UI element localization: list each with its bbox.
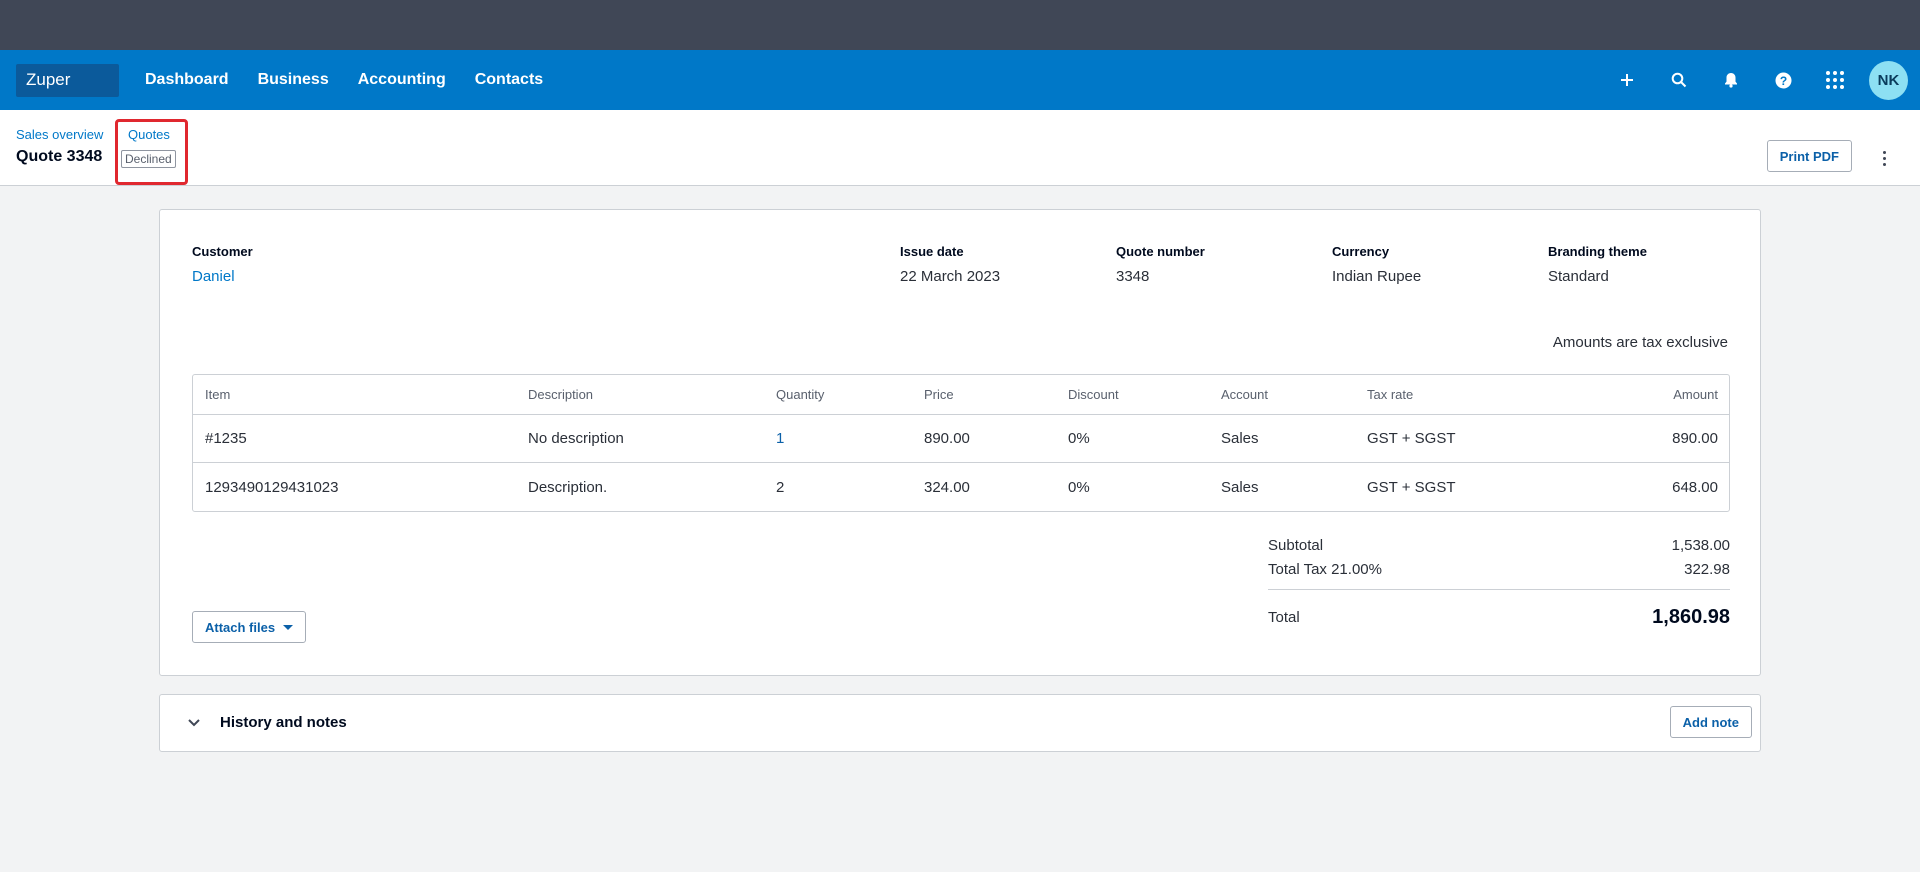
total-label: Total	[1268, 609, 1300, 626]
bell-icon[interactable]	[1705, 50, 1757, 110]
totals-section: Subtotal 1,538.00 Total Tax 21.00% 322.9…	[1268, 533, 1730, 629]
header-account: Account	[1221, 387, 1268, 402]
more-options-icon[interactable]	[1876, 146, 1892, 170]
subtotal-value: 1,538.00	[1671, 536, 1730, 554]
nav-menu: Dashboard Business Accounting Contacts	[145, 71, 572, 89]
total-row: Total 1,860.98	[1268, 606, 1730, 629]
table-header: Item Description Quantity Price Discount…	[193, 375, 1729, 415]
chevron-down-icon[interactable]	[184, 713, 204, 733]
breadcrumb-quotes[interactable]: Quotes	[128, 127, 170, 142]
history-title[interactable]: History and notes	[220, 714, 347, 731]
cell-account: Sales	[1221, 430, 1259, 447]
breadcrumb-sales-overview[interactable]: Sales overview	[16, 127, 104, 142]
header-price: Price	[924, 387, 954, 402]
quote-number-label: Quote number	[1116, 244, 1205, 259]
header-quantity: Quantity	[776, 387, 825, 402]
header-tax-rate: Tax rate	[1367, 387, 1414, 402]
page-title: Quote 3348	[16, 148, 103, 165]
quote-number-value: 3348	[1116, 268, 1150, 285]
org-switcher[interactable]: Zuper	[16, 63, 119, 97]
search-icon[interactable]	[1653, 50, 1705, 110]
print-pdf-button[interactable]: Print PDF	[1766, 140, 1852, 172]
cell-discount: 0%	[1068, 430, 1090, 447]
issue-date-label: Issue date	[900, 244, 964, 259]
cell-description: Description.	[528, 478, 608, 496]
caret-down-icon	[283, 624, 294, 630]
plus-icon[interactable]	[1601, 50, 1653, 110]
page-header: Sales overview Quotes Quote 3348 Decline…	[0, 110, 1920, 186]
cell-quantity: 1	[776, 430, 785, 447]
issue-date-value: 22 March 2023	[900, 268, 1001, 285]
header-item: Item	[205, 387, 231, 402]
cell-amount: 648.00	[1672, 478, 1718, 496]
currency-field: Currency Indian Rupee	[1332, 244, 1421, 285]
currency-label: Currency	[1332, 244, 1390, 259]
cell-item: 1293490129431023	[205, 478, 339, 496]
cell-amount: 890.00	[1672, 430, 1718, 447]
add-note-button[interactable]: Add note	[1669, 706, 1752, 738]
customer-field: Customer Daniel	[192, 244, 253, 285]
table-row: 1293490129431023 Description. 2 324.00 0…	[193, 463, 1729, 511]
subtotal-label: Subtotal	[1268, 536, 1324, 554]
cell-description: No description	[528, 430, 624, 447]
highlight-annotation	[115, 119, 188, 185]
cell-discount: 0%	[1068, 478, 1090, 496]
header-description: Description	[528, 387, 594, 402]
nav-accounting[interactable]: Accounting	[357, 71, 446, 88]
nav-dashboard[interactable]: Dashboard	[145, 71, 229, 88]
cell-account: Sales	[1221, 478, 1259, 496]
totals-divider	[1268, 589, 1730, 590]
main-nav: Zuper Dashboard Business Accounting Cont…	[0, 50, 1920, 110]
total-value: 1,860.98	[1652, 606, 1730, 628]
line-items-table: Item Description Quantity Price Discount…	[192, 374, 1730, 512]
nav-contacts[interactable]: Contacts	[474, 71, 544, 88]
attach-files-button[interactable]: Attach files	[192, 611, 307, 643]
quote-card: Customer Daniel Issue date 22 March 2023…	[159, 209, 1761, 676]
issue-date-field: Issue date 22 March 2023	[900, 244, 1000, 285]
nav-actions: ? NK	[1601, 50, 1908, 110]
svg-text:?: ?	[1779, 74, 1786, 88]
browser-top-bar	[0, 0, 1920, 50]
branding-field: Branding theme Standard	[1548, 244, 1647, 285]
avatar[interactable]: NK	[1869, 60, 1908, 100]
subtotal-row: Subtotal 1,538.00	[1268, 533, 1730, 557]
cell-price: 890.00	[924, 430, 970, 447]
branding-label: Branding theme	[1548, 244, 1647, 259]
cell-price: 324.00	[924, 478, 970, 496]
tax-note: Amounts are tax exclusive	[1552, 334, 1728, 351]
branding-value: Standard	[1548, 268, 1609, 285]
cell-tax-rate: GST + SGST	[1367, 430, 1456, 447]
attach-files-label: Attach files	[205, 619, 276, 635]
tax-value: 322.98	[1684, 560, 1730, 578]
cell-quantity: 2	[776, 478, 785, 496]
cell-tax-rate: GST + SGST	[1367, 478, 1456, 496]
help-icon[interactable]: ?	[1757, 50, 1809, 110]
apps-grid-icon[interactable]	[1809, 50, 1861, 110]
nav-business[interactable]: Business	[257, 71, 329, 88]
currency-value: Indian Rupee	[1332, 268, 1422, 285]
cell-item: #1235	[205, 430, 247, 447]
quote-number-field: Quote number 3348	[1116, 244, 1205, 285]
header-discount: Discount	[1068, 387, 1119, 402]
table-row: #1235 No description 1 890.00 0% Sales G…	[193, 415, 1729, 463]
customer-label: Customer	[192, 244, 253, 259]
history-panel: History and notes Add note	[159, 694, 1761, 752]
customer-link[interactable]: Daniel	[192, 268, 235, 285]
header-amount: Amount	[1673, 387, 1718, 402]
tax-label: Total Tax 21.00%	[1268, 560, 1382, 578]
status-badge: Declined	[121, 150, 176, 168]
tax-row: Total Tax 21.00% 322.98	[1268, 557, 1730, 581]
